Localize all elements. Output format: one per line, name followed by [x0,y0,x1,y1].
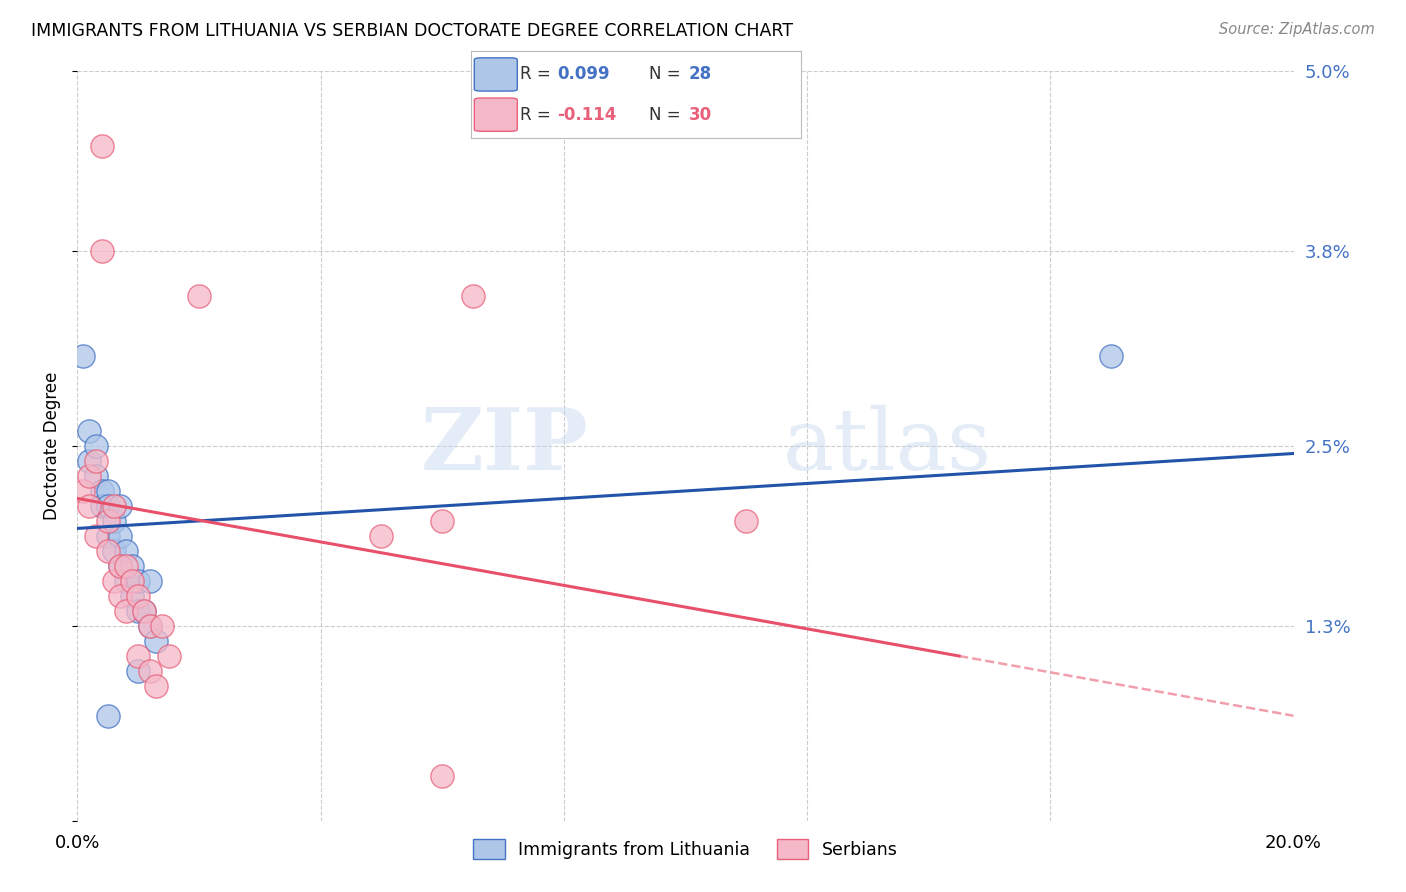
Point [115,604,138,618]
Point [108,499,131,513]
Point [127,664,149,678]
Point [139,619,162,633]
Point [134,604,156,618]
Point [79,454,101,468]
FancyBboxPatch shape [474,98,517,131]
Point [430,514,453,528]
Point [84,439,107,453]
Point [108,558,131,573]
Point [84,529,107,543]
Point [103,574,125,588]
Text: -0.114: -0.114 [557,105,616,124]
Point [145,633,167,648]
Text: N =: N = [650,105,686,124]
Point [121,558,143,573]
Point [139,574,162,588]
Text: R =: R = [520,105,555,124]
Point [108,589,131,603]
Point [84,454,107,468]
Y-axis label: Doctorate Degree: Doctorate Degree [44,372,62,520]
Point [127,574,149,588]
Point [97,499,120,513]
Point [79,469,101,483]
Point [735,514,758,528]
Point [103,544,125,558]
Text: ZIP: ZIP [420,404,588,488]
Point [103,499,125,513]
Point [139,664,162,678]
Point [1099,349,1122,363]
Point [72,349,94,363]
Point [127,604,149,618]
Point [97,483,120,498]
Point [79,499,101,513]
Point [97,708,120,723]
Text: IMMIGRANTS FROM LITHUANIA VS SERBIAN DOCTORATE DEGREE CORRELATION CHART: IMMIGRANTS FROM LITHUANIA VS SERBIAN DOC… [31,22,793,40]
Point [90,139,112,153]
Point [90,499,112,513]
Point [121,589,143,603]
Point [79,424,101,438]
Point [115,544,138,558]
Point [188,289,211,303]
Text: N =: N = [650,65,686,83]
Point [461,289,484,303]
Legend: Immigrants from Lithuania, Serbians: Immigrants from Lithuania, Serbians [464,830,907,868]
Text: 0.099: 0.099 [557,65,610,83]
Point [115,574,138,588]
Point [127,648,149,663]
Point [103,514,125,528]
Point [139,619,162,633]
Point [430,769,453,783]
Point [108,529,131,543]
Text: 30: 30 [689,105,713,124]
Point [90,244,112,259]
Text: atlas: atlas [783,404,991,488]
Text: Source: ZipAtlas.com: Source: ZipAtlas.com [1219,22,1375,37]
Point [90,483,112,498]
Text: 28: 28 [689,65,713,83]
Point [84,469,107,483]
Point [97,544,120,558]
Point [157,648,180,663]
Point [145,679,167,693]
Point [97,514,120,528]
Point [108,558,131,573]
FancyBboxPatch shape [474,58,517,91]
Point [97,529,120,543]
Point [152,619,174,633]
Point [134,604,156,618]
Point [121,574,143,588]
Point [72,483,94,498]
Point [127,589,149,603]
Text: R =: R = [520,65,555,83]
Point [370,529,392,543]
Point [115,558,138,573]
